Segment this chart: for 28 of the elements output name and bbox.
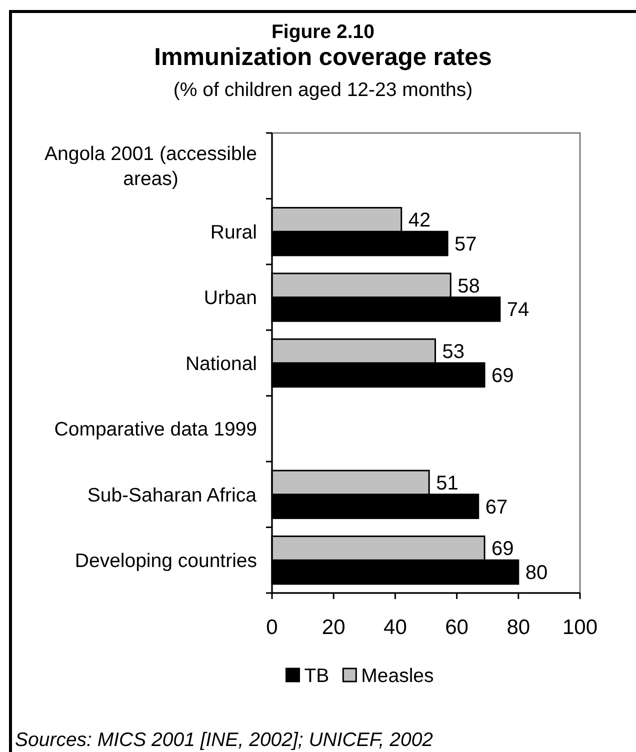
x-tick-label: 80: [506, 616, 530, 639]
chart-title: Figure 2.10 Immunization coverage rates: [154, 21, 492, 71]
chart-subtitle: (% of children aged 12-23 months): [173, 79, 473, 101]
data-label: 51: [436, 472, 458, 494]
legend-label: Measles: [361, 664, 434, 687]
y-tick-label: Urban: [204, 287, 258, 310]
y-tick-label: Comparative data 1999: [54, 418, 258, 441]
data-label: 80: [525, 562, 548, 584]
data-label: 57: [454, 234, 477, 256]
x-tick-label: 0: [266, 616, 278, 639]
y-tick-label: Rural: [210, 221, 258, 244]
source-note: Sources: MICS 2001 [INE, 2002]; UNICEF, 2002: [15, 729, 434, 751]
data-label: 42: [408, 210, 431, 232]
y-tick-label: National: [185, 352, 257, 375]
y-tick-label: Developing countries: [74, 550, 258, 572]
data-label: 53: [442, 341, 464, 364]
data-label: 69: [492, 538, 514, 560]
x-tick-label: 20: [322, 616, 346, 639]
data-label: 58: [458, 275, 480, 298]
x-tick-label: 40: [384, 616, 407, 639]
x-tick-label: 60: [445, 616, 468, 639]
data-label: 69: [492, 364, 514, 387]
x-tick-label: 100: [562, 616, 598, 639]
y-tick-label: Sub-Saharan Africa: [87, 484, 257, 506]
legend-label: TB: [304, 664, 330, 687]
data-label: 74: [506, 299, 530, 322]
data-label: 67: [485, 496, 508, 518]
y-tick-label: Angola 2001 (accessible areas): [44, 143, 258, 190]
